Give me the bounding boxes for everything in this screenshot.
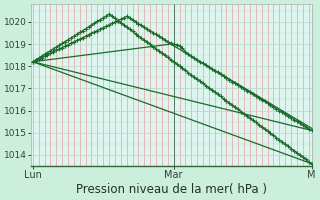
X-axis label: Pression niveau de la mer( hPa ): Pression niveau de la mer( hPa ): [76, 183, 267, 196]
